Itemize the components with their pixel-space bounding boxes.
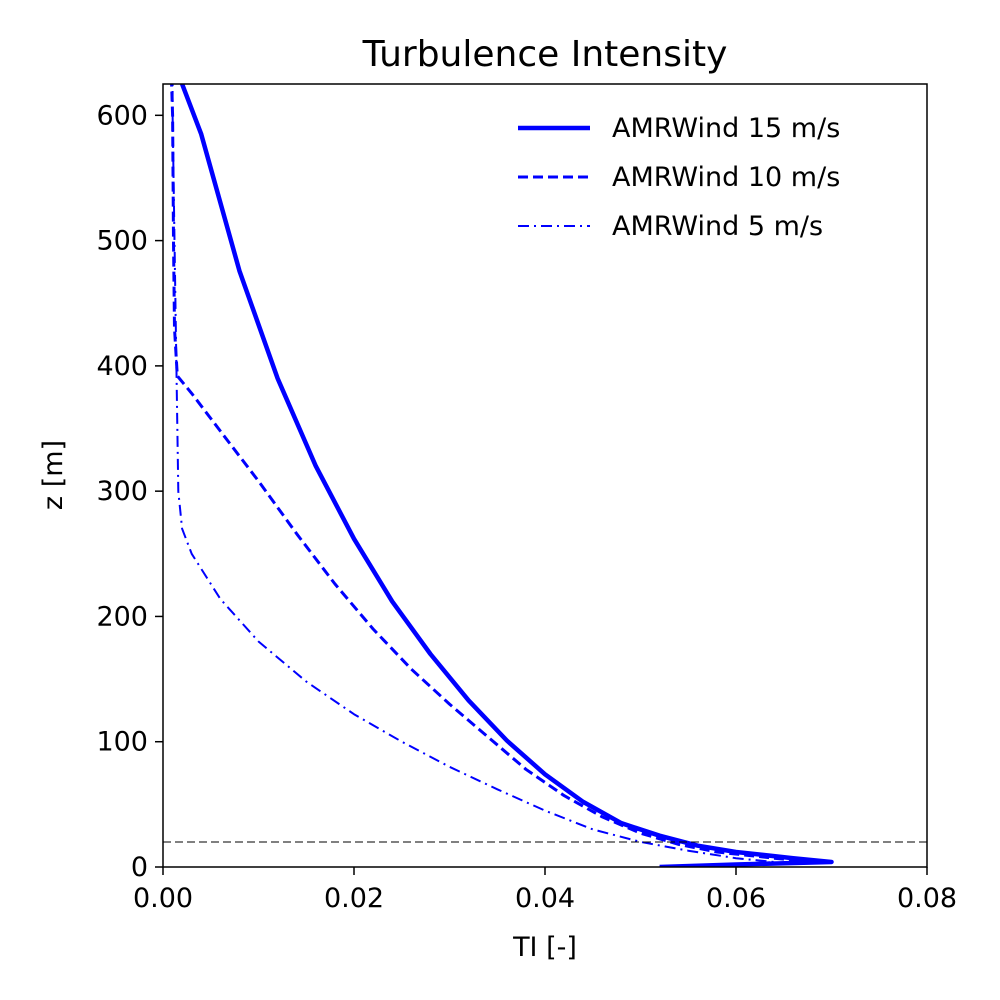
x-tick-label: 0.06 [706,883,766,914]
x-tick-label: 0.02 [324,883,384,914]
y-tick-label: 500 [96,226,148,257]
y-tick-label: 0 [131,852,148,883]
series-line-3 [171,84,776,866]
y-tick-label: 400 [96,351,148,382]
legend-label-3: AMRWind 5 m/s [612,211,823,242]
series-line-1 [179,84,834,867]
y-tick-label: 600 [96,100,148,131]
x-tick-label: 0.00 [133,883,193,914]
series-line-2 [170,84,814,866]
y-axis-label: z [m] [38,440,69,510]
plot-area [170,84,834,867]
x-tick-label: 0.08 [897,883,957,914]
legend: AMRWind 15 m/s AMRWind 10 m/s AMRWind 5 m/… [518,113,840,242]
y-axis: 0 100 200 300 400 500 600 [96,100,163,883]
x-axis: 0.00 0.02 0.04 0.06 0.08 [133,867,957,914]
legend-label-2: AMRWind 10 m/s [612,162,840,193]
legend-label-1: AMRWind 15 m/s [612,113,840,144]
y-tick-label: 200 [96,601,148,632]
chart-title: Turbulence Intensity [362,34,728,75]
plot-frame [162,83,928,868]
y-tick-label: 100 [96,727,148,758]
y-tick-label: 300 [96,476,148,507]
x-axis-label: TI [-] [512,932,577,963]
x-tick-label: 0.04 [515,883,575,914]
